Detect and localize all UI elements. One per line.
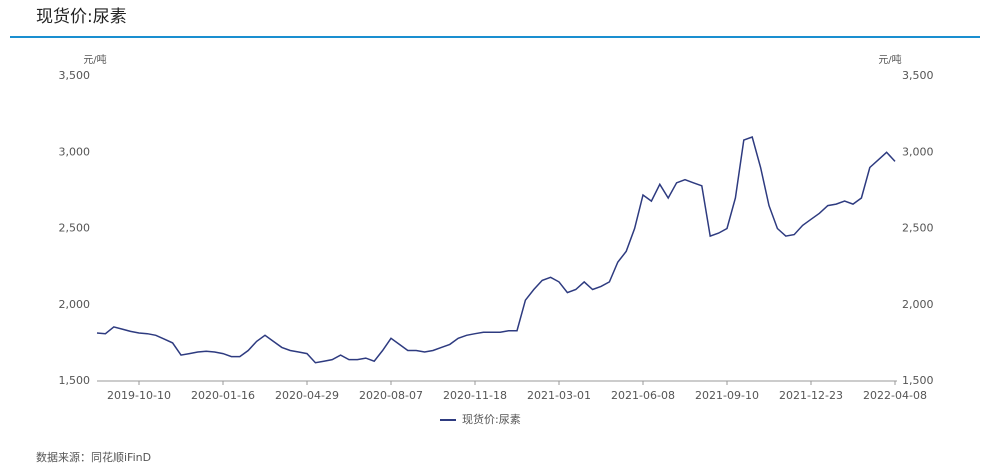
y2-tick-label: 3,500 (902, 69, 934, 82)
x-tick-label: 2020-11-18 (443, 389, 507, 402)
x-tick-label: 2019-10-10 (107, 389, 171, 402)
y2-axis-unit: 元/吨 (878, 53, 901, 66)
x-tick-label: 2020-01-16 (191, 389, 255, 402)
y2-tick-label: 2,000 (902, 298, 934, 311)
x-tick-label: 2022-04-08 (863, 389, 927, 402)
x-tick-label: 2020-08-07 (359, 389, 423, 402)
y-tick-label: 3,000 (59, 145, 91, 158)
y-tick-label: 3,500 (59, 69, 91, 82)
y-tick-label: 1,500 (59, 374, 91, 387)
chart-title: 现货价:尿素 (36, 7, 127, 27)
y-tick-label: 2,000 (59, 298, 91, 311)
x-tick-label: 2021-12-23 (779, 389, 843, 402)
source-note: 数据来源：同花顺iFinD (36, 450, 151, 464)
y-tick-label: 2,500 (59, 222, 91, 235)
y2-tick-label: 2,500 (902, 222, 934, 235)
y-axis-unit: 元/吨 (83, 53, 106, 66)
y2-tick-label: 3,000 (902, 145, 934, 158)
x-tick-label: 2021-03-01 (527, 389, 591, 402)
line-series (96, 136, 896, 364)
x-tick-label: 2021-06-08 (611, 389, 675, 402)
y2-tick-label: 1,500 (902, 374, 934, 387)
legend-label: 现货价:尿素 (462, 412, 521, 426)
x-tick-label: 2020-04-29 (275, 389, 339, 402)
x-tick-label: 2021-09-10 (695, 389, 759, 402)
